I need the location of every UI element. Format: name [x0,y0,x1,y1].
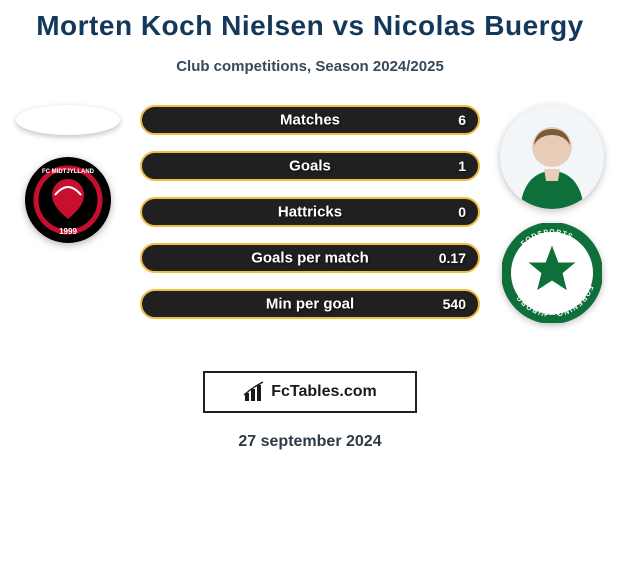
club-left-founded: 1999 [59,227,77,236]
stat-bar-goals-per-match: Goals per match 0.17 [140,243,480,273]
stat-bars: Matches 6 Goals 1 Hattricks 0 Goals per … [140,105,480,335]
stat-value-right: 1 [458,158,466,174]
source-text: FcTables.com [271,383,377,401]
player-left-avatar [16,105,120,135]
club-left-badge: FC MIDTJYLLAND 1999 [25,157,111,243]
player-right-avatar [500,105,604,209]
stat-label: Matches [280,112,340,129]
club-right-badge: FODSPORTS FORENING · VIBORG · 1896 · [502,223,602,323]
stat-bar-goals: Goals 1 [140,151,480,181]
stat-value-right: 0.17 [439,250,466,266]
stat-label: Hattricks [278,204,342,221]
stat-bar-matches: Matches 6 [140,105,480,135]
svg-text:FC MIDTJYLLAND: FC MIDTJYLLAND [42,169,95,175]
stat-label: Min per goal [266,296,354,313]
player-right-column: FODSPORTS FORENING · VIBORG · 1896 · [492,105,612,323]
page-subtitle: Club competitions, Season 2024/2025 [0,58,620,75]
club-right-founded: · 1896 · [540,310,564,317]
stat-bar-hattricks: Hattricks 0 [140,197,480,227]
page-title: Morten Koch Nielsen vs Nicolas Buergy [0,10,620,42]
stat-value-right: 6 [458,112,466,128]
stat-value-right: 0 [458,204,466,220]
stat-bar-min-per-goal: Min per goal 540 [140,289,480,319]
midtjylland-badge-icon: FC MIDTJYLLAND 1999 [25,157,111,243]
stat-label: Goals per match [251,250,369,267]
stat-label: Goals [289,158,331,175]
player-left-column: FC MIDTJYLLAND 1999 [8,105,128,243]
source-badge: FcTables.com [203,371,417,413]
infographic-root: Morten Koch Nielsen vs Nicolas Buergy Cl… [0,0,620,451]
date-text: 27 september 2024 [0,433,620,451]
stat-value-right: 540 [443,296,466,312]
viborg-badge-icon: FODSPORTS FORENING · VIBORG · 1896 · [502,223,602,323]
person-icon [500,105,604,209]
comparison-area: FC MIDTJYLLAND 1999 Matches 6 Goals 1 Ha… [0,105,620,355]
bar-chart-icon [243,381,265,403]
